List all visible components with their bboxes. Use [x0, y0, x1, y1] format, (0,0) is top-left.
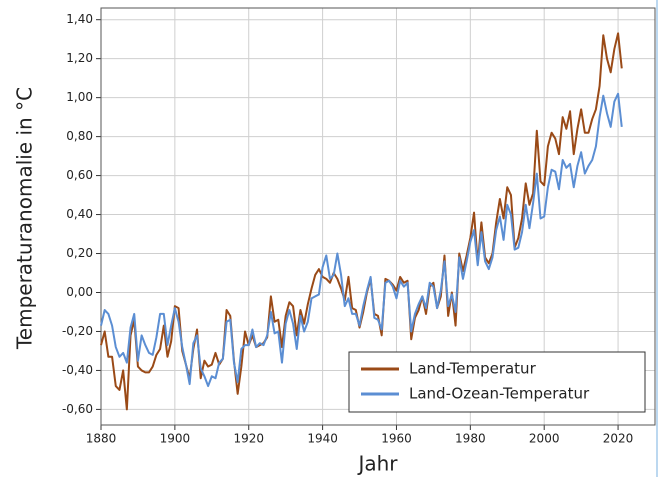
x-tick-label: 1920: [233, 432, 264, 446]
x-tick-label: 1900: [160, 432, 191, 446]
y-tick-label: 0,00: [66, 285, 93, 299]
x-axis-label: Jahr: [356, 452, 398, 476]
plot-frame: [100, 7, 656, 426]
x-tick-label: 1880: [86, 432, 117, 446]
y-tick-label: 1,40: [66, 12, 93, 26]
x-tick-label: 1960: [381, 432, 412, 446]
x-tick-label: 1980: [455, 432, 486, 446]
y-tick-label: 0,60: [66, 168, 93, 182]
legend-label: Land-Ozean-Temperatur: [409, 385, 590, 403]
y-tick-label: 0,40: [66, 207, 93, 221]
x-tick-label: 2020: [603, 432, 634, 446]
legend-box: [348, 351, 646, 413]
data-line: [100, 92, 623, 388]
y-tick-label: -0,20: [62, 324, 93, 338]
y-tick-label: -0,60: [62, 402, 93, 416]
y-tick-label: -0,40: [62, 363, 93, 377]
y-axis-label: Temperaturanomalie in °C: [13, 87, 37, 350]
legend-label: Land-Temperatur: [409, 360, 537, 378]
y-tick-label: 0,80: [66, 129, 93, 143]
x-tick-label: 2000: [529, 432, 560, 446]
y-tick-label: 1,00: [66, 90, 93, 104]
x-tick-label: 1940: [307, 432, 338, 446]
y-tick-label: 1,20: [66, 51, 93, 65]
y-tick-label: 0,20: [66, 246, 93, 260]
